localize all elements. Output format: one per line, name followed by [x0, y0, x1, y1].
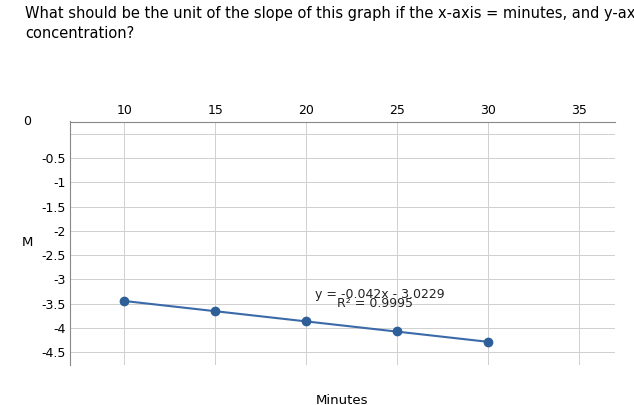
Text: 0: 0: [23, 115, 32, 128]
Text: R² = 0.9995: R² = 0.9995: [337, 297, 413, 310]
Y-axis label: M: M: [22, 237, 33, 249]
Text: concentration?: concentration?: [25, 26, 134, 41]
Text: Minutes: Minutes: [316, 394, 368, 405]
Text: y = -0.042x - 3.0229: y = -0.042x - 3.0229: [315, 288, 444, 301]
Text: What should be the unit of the slope of this graph if the x-axis = minutes, and : What should be the unit of the slope of …: [25, 6, 634, 21]
